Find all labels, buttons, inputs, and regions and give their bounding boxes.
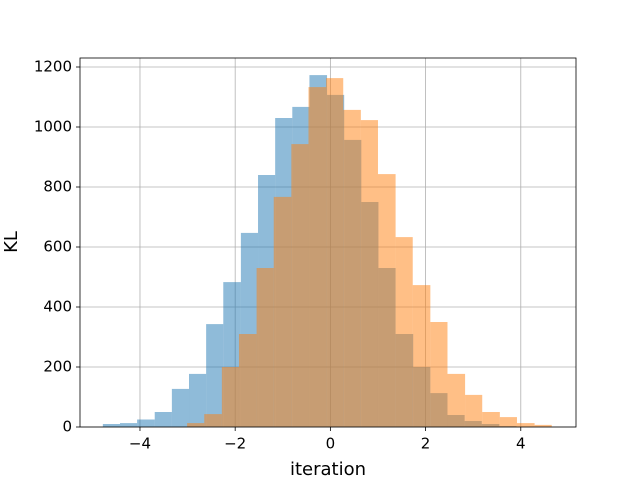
histogram-bar xyxy=(221,367,239,427)
histogram-bar xyxy=(273,196,292,427)
y-tick-label: 400 xyxy=(43,298,72,316)
histogram-bar xyxy=(326,78,344,427)
histogram-bar xyxy=(238,334,257,427)
y-tick-label: 800 xyxy=(43,178,72,196)
histogram-bar xyxy=(343,109,361,428)
y-tick-label: 200 xyxy=(43,358,72,376)
histogram-bar xyxy=(308,87,327,427)
x-tick-label: 0 xyxy=(326,435,336,453)
histogram-bar xyxy=(154,412,172,427)
histogram-bar xyxy=(516,423,535,427)
histogram-bar xyxy=(206,324,224,427)
histogram-bar xyxy=(137,419,155,427)
y-tick-label: 1000 xyxy=(34,118,72,136)
histogram-bar xyxy=(291,144,309,427)
histogram-bar xyxy=(256,268,274,427)
histogram-bar xyxy=(377,174,396,427)
plot-frame xyxy=(79,57,577,428)
histogram-bar xyxy=(360,120,378,427)
histogram-bar xyxy=(189,373,207,427)
x-tick-label: −4 xyxy=(129,435,151,453)
histogram-bar xyxy=(395,237,413,427)
histogram-bar xyxy=(465,394,483,427)
histogram-bar xyxy=(171,388,190,427)
histogram-bar xyxy=(499,417,517,427)
y-axis-label: KL xyxy=(1,231,22,253)
histogram-bar xyxy=(430,322,448,427)
y-tick-label: 600 xyxy=(43,238,72,256)
y-tick-label: 0 xyxy=(62,418,72,436)
histogram-bar xyxy=(187,423,205,427)
y-tick-label: 1200 xyxy=(34,58,72,76)
histogram-bar xyxy=(119,423,138,427)
x-tick-label: 2 xyxy=(421,435,431,453)
histogram-bar xyxy=(204,414,222,427)
histogram-bar xyxy=(482,412,500,427)
x-tick-label: 4 xyxy=(516,435,526,453)
histogram-bar xyxy=(102,424,120,427)
x-tick-label: −2 xyxy=(224,435,246,453)
histogram-bar xyxy=(534,424,552,427)
histogram-bar xyxy=(447,373,466,427)
histogram-bar xyxy=(412,285,431,427)
x-axis-label: iteration xyxy=(290,459,366,480)
